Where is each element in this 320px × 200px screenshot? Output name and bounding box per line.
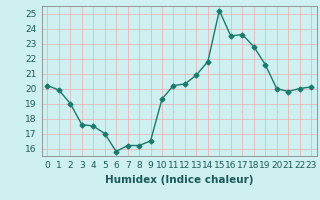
X-axis label: Humidex (Indice chaleur): Humidex (Indice chaleur) bbox=[105, 175, 253, 185]
